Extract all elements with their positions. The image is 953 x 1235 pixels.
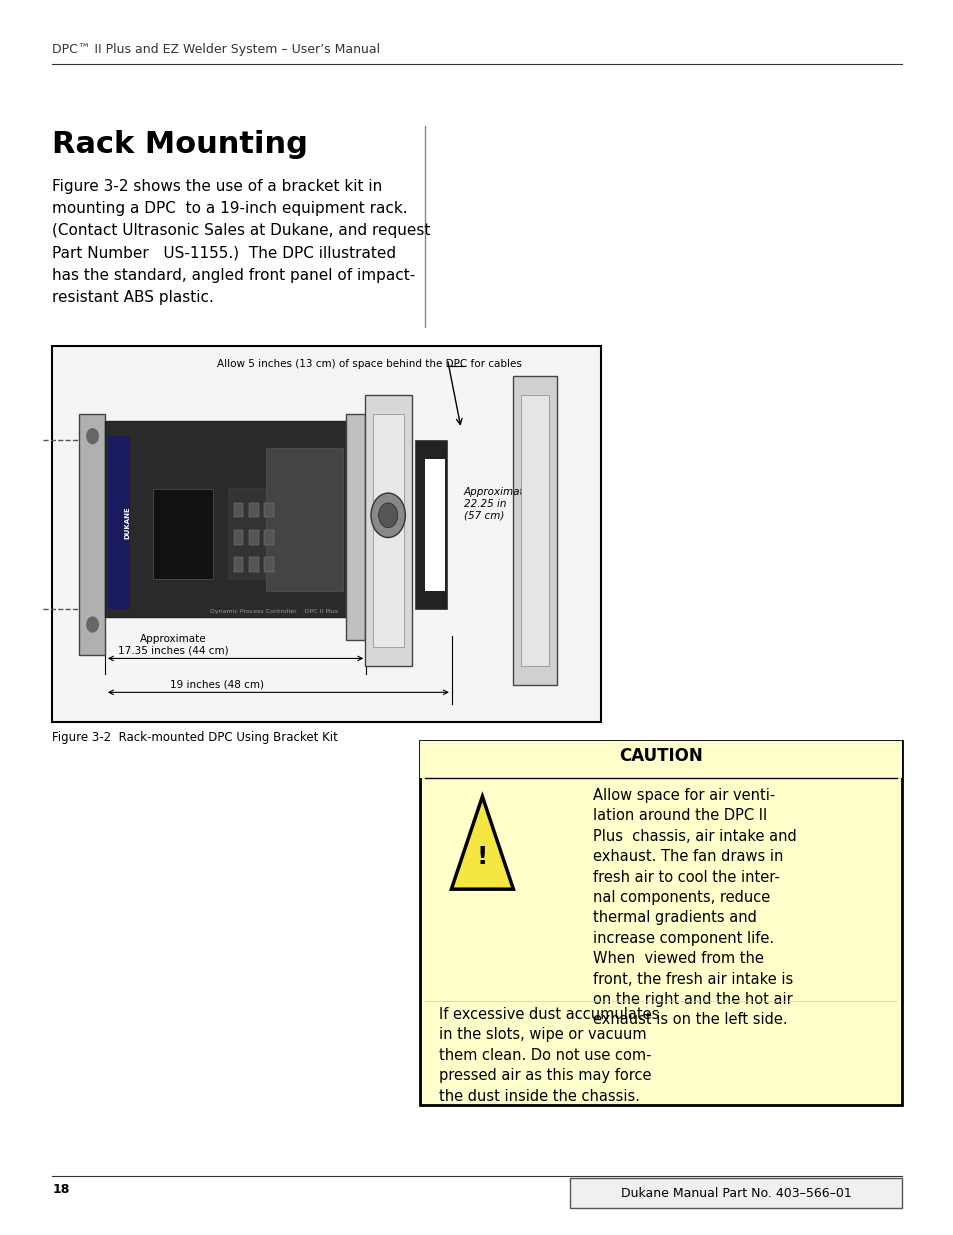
FancyBboxPatch shape: [249, 503, 258, 517]
Text: Approximate
17.35 inches (44 cm): Approximate 17.35 inches (44 cm): [118, 635, 228, 656]
Circle shape: [87, 618, 98, 632]
Circle shape: [87, 429, 98, 443]
Text: DPC™ II Plus and EZ Welder System – User’s Manual: DPC™ II Plus and EZ Welder System – User…: [52, 42, 380, 56]
Text: Allow space for air venti-
lation around the DPC II
Plus  chassis, air intake an: Allow space for air venti- lation around…: [593, 788, 796, 1028]
FancyBboxPatch shape: [264, 530, 274, 545]
FancyBboxPatch shape: [233, 530, 243, 545]
Text: Rack Mounting: Rack Mounting: [52, 130, 308, 158]
FancyBboxPatch shape: [249, 557, 258, 572]
FancyBboxPatch shape: [266, 447, 343, 590]
FancyBboxPatch shape: [52, 346, 600, 722]
FancyBboxPatch shape: [233, 503, 243, 517]
Text: CAUTION: CAUTION: [618, 747, 701, 766]
Text: Allow 5 inches (13 cm) of space behind the DPC for cables: Allow 5 inches (13 cm) of space behind t…: [216, 359, 521, 369]
Text: If excessive dust accumulates
in the slots, wipe or vacuum
them clean. Do not us: If excessive dust accumulates in the slo…: [438, 1007, 659, 1104]
FancyBboxPatch shape: [249, 530, 258, 545]
FancyBboxPatch shape: [264, 503, 274, 517]
Polygon shape: [79, 414, 105, 655]
FancyBboxPatch shape: [229, 489, 283, 579]
Circle shape: [371, 493, 405, 537]
Polygon shape: [451, 797, 513, 889]
Text: 19 inches (48 cm): 19 inches (48 cm): [170, 680, 264, 690]
FancyBboxPatch shape: [570, 1178, 901, 1208]
FancyBboxPatch shape: [513, 375, 557, 684]
FancyBboxPatch shape: [414, 440, 447, 610]
FancyBboxPatch shape: [425, 459, 444, 590]
FancyBboxPatch shape: [419, 741, 901, 1105]
FancyBboxPatch shape: [346, 414, 365, 640]
FancyBboxPatch shape: [108, 436, 130, 610]
Text: Approximate
22.25 in
(57 cm): Approximate 22.25 in (57 cm): [463, 488, 530, 521]
Text: Figure 3-2  Rack-mounted DPC Using Bracket Kit: Figure 3-2 Rack-mounted DPC Using Bracke…: [52, 731, 338, 745]
Text: DUKANE: DUKANE: [124, 506, 130, 540]
FancyBboxPatch shape: [373, 414, 403, 647]
FancyBboxPatch shape: [365, 395, 412, 666]
FancyBboxPatch shape: [264, 557, 274, 572]
Text: Dynamic Process Controller    DPC II Plus: Dynamic Process Controller DPC II Plus: [210, 609, 337, 614]
Text: Dukane Manual Part No. 403–566–01: Dukane Manual Part No. 403–566–01: [620, 1187, 851, 1199]
FancyBboxPatch shape: [233, 557, 243, 572]
Circle shape: [378, 503, 397, 527]
Text: !: !: [476, 845, 488, 868]
Text: 18: 18: [52, 1183, 70, 1197]
Text: Figure 3-2 shows the use of a bracket kit in
mounting a DPC  to a 19-inch equipm: Figure 3-2 shows the use of a bracket ki…: [52, 179, 431, 305]
FancyBboxPatch shape: [105, 421, 378, 618]
FancyBboxPatch shape: [419, 741, 901, 778]
FancyBboxPatch shape: [152, 489, 213, 579]
FancyBboxPatch shape: [521, 395, 548, 666]
